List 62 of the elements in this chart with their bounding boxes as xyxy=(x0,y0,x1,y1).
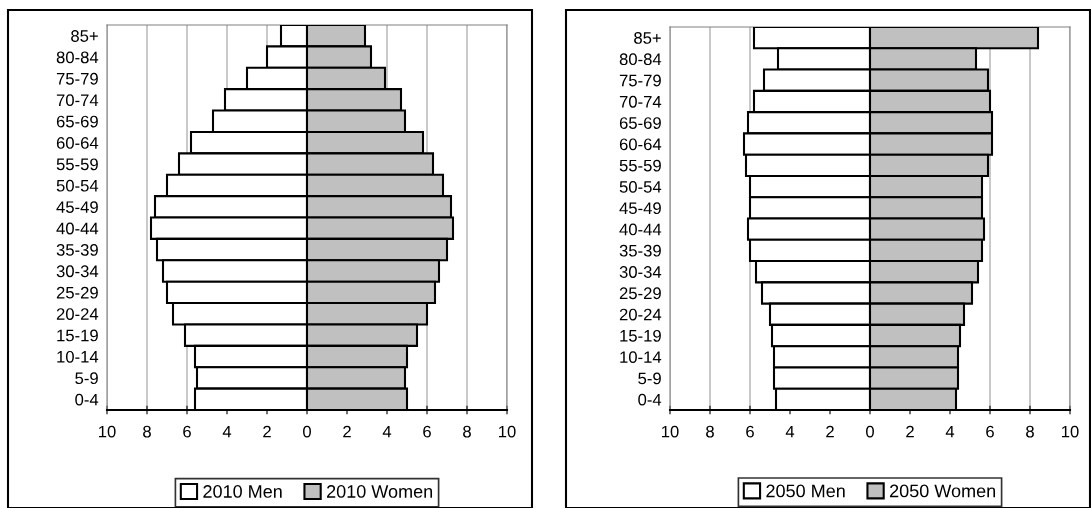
y-tick-label: 0-4 xyxy=(75,393,99,406)
y-tick-label: 70-74 xyxy=(619,95,662,108)
y-tick-label: 30-34 xyxy=(619,266,662,278)
y-tick-label: 60-64 xyxy=(56,137,99,149)
y-tick-label: 45-49 xyxy=(56,201,98,214)
x-tick-label: 0 xyxy=(303,425,311,438)
y-tick-label: 75-79 xyxy=(619,74,661,87)
x-tick-label: 2 xyxy=(906,425,914,438)
y-tick-label: 80-84 xyxy=(56,51,99,64)
x-tick-label: 4 xyxy=(945,425,955,438)
y-tick-label: 35-39 xyxy=(619,244,661,257)
x-tick-label: 6 xyxy=(986,425,994,438)
x-tick-label: 2 xyxy=(263,425,271,438)
x-tick-label: 6 xyxy=(183,425,191,438)
x-tick-label: 2 xyxy=(826,425,834,438)
y-tick-label: 65-69 xyxy=(56,115,98,128)
legend-label: 2050 Men xyxy=(766,484,845,498)
x-tick-label: 4 xyxy=(222,425,232,438)
y-tick-label: 25-29 xyxy=(619,287,661,300)
y-tick-label: 55-59 xyxy=(619,159,661,172)
y-tick-label: 40-44 xyxy=(56,222,99,235)
y-tick-label: 75-79 xyxy=(56,72,98,85)
x-tick-label: 10 xyxy=(662,425,679,438)
y-tick-label: 70-74 xyxy=(56,94,99,107)
y-tick-label: 65-69 xyxy=(619,117,661,129)
x-tick-label: 8 xyxy=(1026,425,1034,438)
legend-label: 2010 Women xyxy=(327,485,433,498)
y-tick-label: 25-29 xyxy=(56,286,98,299)
y-tick-label: 20-24 xyxy=(619,308,662,321)
x-tick-label: 8 xyxy=(143,425,151,438)
y-tick-label: 10-14 xyxy=(620,351,662,364)
y-tick-label: 0-4 xyxy=(638,393,662,406)
y-tick-label: 80-84 xyxy=(619,53,662,66)
x-tick-label: 6 xyxy=(423,425,431,438)
y-tick-label: 45-49 xyxy=(619,202,661,215)
x-tick-label: 10 xyxy=(499,425,516,438)
legend-label: 2050 Women xyxy=(890,484,996,498)
y-tick-label: 55-59 xyxy=(56,158,98,171)
y-tick-label: 50-54 xyxy=(56,179,99,192)
x-tick-label: 10 xyxy=(99,425,116,438)
legend-label: 2010 Men xyxy=(203,485,282,498)
x-tick-label: 10 xyxy=(1062,425,1079,438)
x-tick-label: 4 xyxy=(785,425,795,438)
y-tick-label: 20-24 xyxy=(56,308,99,320)
y-tick-label: 60-64 xyxy=(619,138,662,151)
y-tick-label: 15-19 xyxy=(57,329,98,342)
y-tick-label: 15-19 xyxy=(620,329,661,342)
y-tick-label: 35-39 xyxy=(56,243,98,256)
x-tick-label: 8 xyxy=(706,425,714,438)
x-tick-label: 8 xyxy=(463,425,471,438)
y-tick-label: 85+ xyxy=(634,32,661,44)
y-tick-label: 40-44 xyxy=(619,223,662,236)
y-tick-label: 85+ xyxy=(71,30,98,42)
x-tick-label: 6 xyxy=(746,425,754,438)
y-tick-label: 10-14 xyxy=(57,350,99,363)
y-tick-label: 5-9 xyxy=(638,372,661,385)
x-tick-label: 0 xyxy=(866,425,874,438)
x-tick-label: 4 xyxy=(382,425,392,438)
y-tick-label: 30-34 xyxy=(56,265,99,278)
y-tick-label: 50-54 xyxy=(619,180,662,193)
x-tick-label: 2 xyxy=(343,425,351,438)
y-tick-label: 5-9 xyxy=(75,372,98,385)
